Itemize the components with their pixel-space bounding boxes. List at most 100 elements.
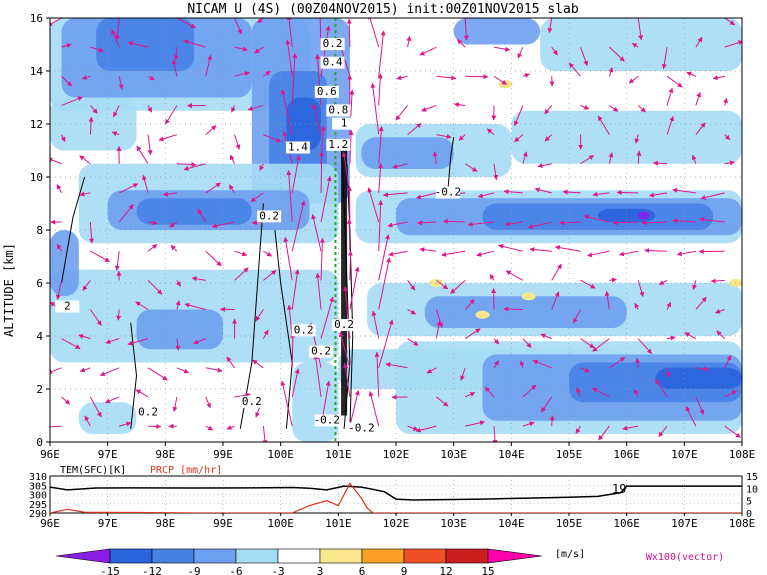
contour-label: 0.2 bbox=[332, 318, 357, 332]
precipitation-line bbox=[50, 482, 742, 513]
figure-title: NICAM U (4S) (00Z04NOV2015) init:00Z01NO… bbox=[187, 2, 579, 17]
colorbar-swatch bbox=[403, 548, 447, 564]
contour-label: -0.2 bbox=[314, 413, 341, 427]
svg-text:0.4: 0.4 bbox=[323, 56, 343, 69]
colorbar-tick-label: -3 bbox=[271, 565, 284, 575]
colorbar-tick-label: 3 bbox=[317, 565, 324, 575]
contour-label: 0.8 bbox=[326, 103, 351, 117]
svg-text:0.6: 0.6 bbox=[317, 85, 337, 98]
svg-text:2: 2 bbox=[64, 300, 71, 313]
y-tick-label: 12 bbox=[30, 118, 43, 131]
lower-x-tick-label: 107E bbox=[671, 517, 698, 530]
main-x-axis: 96E 97E 98E 99E 100E 101E 102E 103E 104E 105E 106E… bbox=[40, 442, 755, 461]
colorbar-swatch bbox=[487, 548, 543, 564]
svg-text:-0.2: -0.2 bbox=[435, 186, 462, 199]
x-tick-label: 96E bbox=[40, 448, 60, 461]
svg-text:-0.2: -0.2 bbox=[314, 413, 341, 426]
colorbar: -15 -12 -9 -6 -3 3 6 9 12 15 bbox=[55, 548, 543, 575]
lower-x-tick-label: 105E bbox=[556, 517, 583, 530]
svg-text:0.2: 0.2 bbox=[138, 406, 158, 419]
lower-right-tick-label: 15 bbox=[746, 472, 758, 483]
lower-annotation: 19 bbox=[612, 482, 626, 496]
right-axis-title: PRCP [mm/hr] bbox=[150, 465, 222, 476]
lower-x-tick-label: 104E bbox=[498, 517, 525, 530]
contour-label: 0.2 bbox=[309, 345, 334, 358]
x-tick-label: 103E bbox=[440, 448, 467, 461]
y-tick-label: 16 bbox=[30, 12, 43, 25]
colorbar-swatch bbox=[193, 548, 237, 564]
colorbar-swatch bbox=[235, 548, 279, 564]
colorbar-tick-label: 15 bbox=[481, 565, 494, 575]
lower-right-tick-label: 5 bbox=[746, 497, 752, 508]
svg-text:1.2: 1.2 bbox=[328, 138, 348, 151]
colorbar-swatch bbox=[445, 548, 489, 564]
contour-label: 0.6 bbox=[314, 85, 339, 98]
contour-label: -0.2 bbox=[435, 186, 462, 199]
main-y-axis: 0 2 4 6 8 10 12 14 16 bbox=[30, 12, 50, 449]
colorbar-swatch bbox=[277, 548, 321, 564]
svg-text:0.2: 0.2 bbox=[323, 37, 343, 50]
lower-left-tick-label: 295 bbox=[29, 500, 47, 511]
y-tick-label: 10 bbox=[30, 171, 43, 184]
svg-text:1: 1 bbox=[341, 117, 348, 130]
colorbar-tick-label: 6 bbox=[359, 565, 366, 575]
lower-left-tick-label: 300 bbox=[29, 491, 47, 502]
left-axis-title: TEM(SFC)[K] bbox=[60, 465, 126, 476]
colorbar-tick-label: -6 bbox=[229, 565, 242, 575]
colorbar-tick-label: -15 bbox=[100, 565, 120, 575]
x-tick-label: 107E bbox=[671, 448, 698, 461]
lower-left-tick-label: 290 bbox=[29, 509, 47, 520]
colorbar-tick-label: -12 bbox=[142, 565, 162, 575]
colorbar-swatch bbox=[319, 548, 363, 564]
contour-label: 1.2 bbox=[326, 138, 351, 151]
colorbar-units: [m/s] bbox=[555, 549, 585, 560]
lower-x-tick-label: 101E bbox=[325, 517, 352, 530]
wind-vectors bbox=[50, 18, 742, 442]
lower-left-tick-label: 310 bbox=[29, 472, 47, 483]
x-tick-label: 106E bbox=[613, 448, 640, 461]
lower-right-tick-label: 10 bbox=[746, 484, 758, 495]
colorbar-swatch bbox=[109, 548, 153, 564]
y-tick-label: 8 bbox=[36, 224, 43, 237]
lower-x-tick-label: 103E bbox=[440, 517, 467, 530]
lower-x-tick-label: 97E bbox=[98, 517, 118, 530]
lower-grid bbox=[50, 476, 742, 513]
x-tick-label: 108E bbox=[729, 448, 756, 461]
colorbar-swatch bbox=[151, 548, 195, 564]
lower-left-tick-label: 305 bbox=[29, 481, 47, 492]
lower-x-tick-label: 96E bbox=[40, 517, 60, 530]
svg-text:0.2: 0.2 bbox=[334, 318, 354, 331]
colorbar-tick-label: -9 bbox=[187, 565, 200, 575]
lower-x-axis: 96E 97E 98E 99E 100E 101E 102E 103E 104E 105E 106E… bbox=[40, 513, 755, 530]
lower-panel: TEM(SFC)[K] PRCP [mm/hr] 19 96E 97E 98E 99E… bbox=[29, 465, 758, 530]
x-tick-label: 98E bbox=[155, 448, 175, 461]
x-tick-label: 104E bbox=[498, 448, 525, 461]
x-tick-label: 102E bbox=[383, 448, 410, 461]
surface-temperature-line bbox=[50, 485, 742, 501]
lower-right-tick-label: 0 bbox=[746, 509, 752, 520]
x-tick-label: 99E bbox=[213, 448, 233, 461]
contour-label: 2 bbox=[55, 300, 80, 313]
colorbar-swatch bbox=[361, 548, 405, 564]
svg-text:0.2: 0.2 bbox=[311, 345, 331, 358]
lower-x-tick-label: 100E bbox=[267, 517, 294, 530]
lower-x-tick-label: 102E bbox=[383, 517, 410, 530]
y-axis-label: ALTITUDE [km] bbox=[2, 243, 16, 337]
x-tick-label: 101E bbox=[325, 448, 352, 461]
contour-labels: 0.20.40.60.811.21.4-0.20.20.2 0.20.2-0.2-… bbox=[55, 37, 462, 435]
x-tick-label: 105E bbox=[556, 448, 583, 461]
y-tick-label: 2 bbox=[36, 383, 43, 396]
svg-text:0.2: 0.2 bbox=[242, 395, 262, 408]
svg-text:0.2: 0.2 bbox=[259, 209, 279, 222]
contour-label: 0.2 bbox=[291, 323, 316, 337]
main-plot: 0.20.40.60.811.21.4-0.20.20.2 0.20.2-0.2-… bbox=[2, 12, 755, 461]
y-tick-label: 14 bbox=[30, 65, 44, 78]
contour-label: 0.2 bbox=[239, 395, 264, 408]
y-tick-label: 0 bbox=[36, 436, 43, 449]
contour-label: 0.2 bbox=[136, 406, 161, 419]
svg-text:0.8: 0.8 bbox=[328, 103, 348, 116]
contour-label: 1 bbox=[332, 117, 357, 130]
